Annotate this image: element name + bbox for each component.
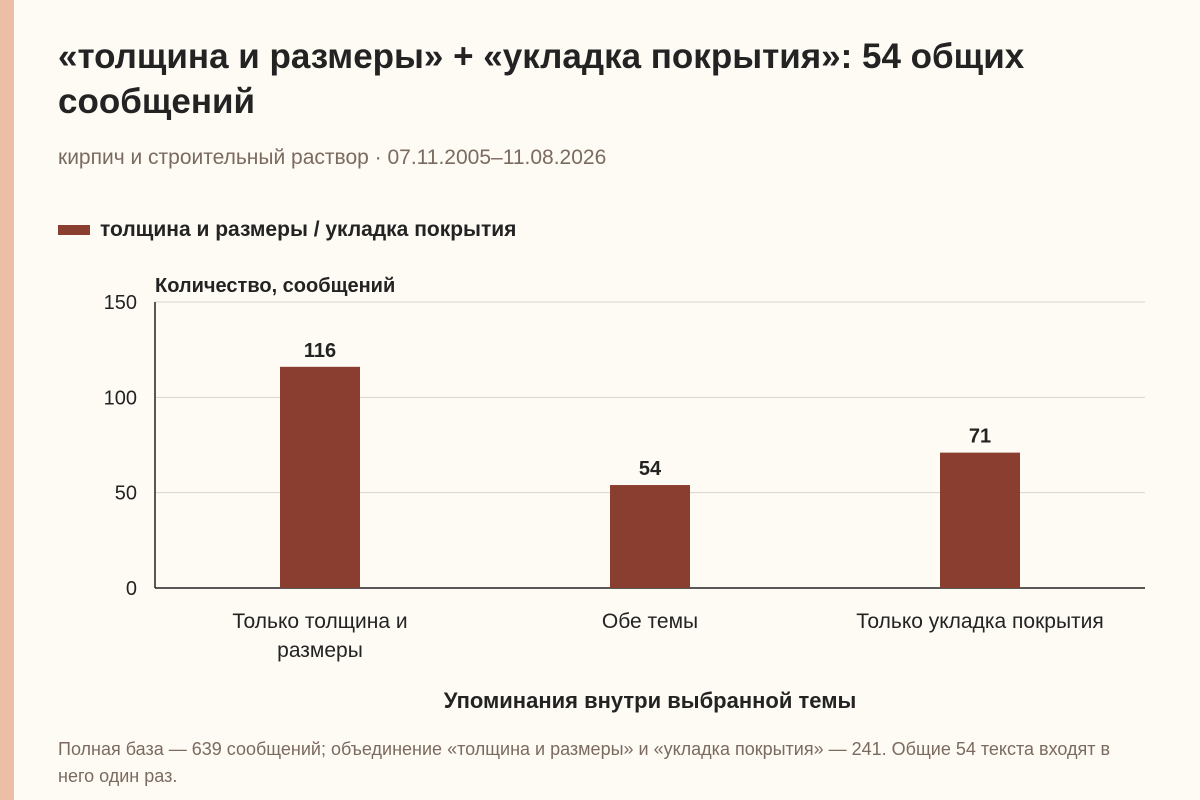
data-label: 54	[639, 458, 662, 480]
y-tick-label: 0	[126, 578, 137, 600]
footnote: Полная база — 639 сообщений; объединение…	[58, 739, 1111, 786]
data-label: 71	[969, 426, 991, 448]
x-tick-label: размеры	[277, 639, 363, 662]
bar	[280, 366, 360, 588]
bar	[940, 452, 1020, 588]
bar	[610, 485, 690, 588]
y-tick-label: 150	[104, 292, 137, 314]
accent-bar	[0, 0, 14, 800]
chart-title: «толщина и размеры» + «укладка покрытия»…	[58, 37, 1025, 121]
y-tick-label: 50	[115, 483, 137, 505]
legend-swatch	[58, 225, 90, 235]
y-axis-title: Количество, сообщений	[155, 275, 395, 297]
x-axis-title: Упоминания внутри выбранной темы	[444, 688, 857, 713]
data-label: 116	[304, 340, 336, 362]
x-tick-label: Обе темы	[602, 610, 698, 633]
legend: толщина и размеры / укладка покрытия	[58, 218, 516, 242]
y-tick-label: 100	[104, 387, 137, 409]
x-tick-label: Только толщина и	[232, 610, 407, 633]
x-tick-label: Только укладка покрытия	[856, 610, 1104, 633]
legend-label: толщина и размеры / укладка покрытия	[100, 218, 517, 241]
chart-subtitle: кирпич и строительный раствор · 07.11.20…	[58, 146, 607, 169]
